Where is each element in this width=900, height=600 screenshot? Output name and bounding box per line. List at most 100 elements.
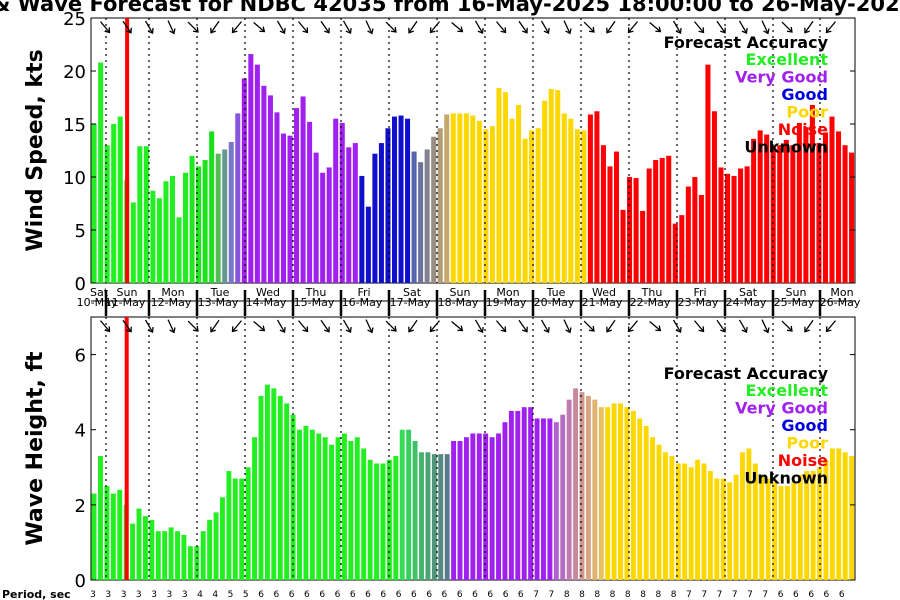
bar [548, 89, 554, 284]
period-value: 3 [121, 590, 127, 600]
bar [547, 418, 553, 580]
arrow-head [522, 27, 528, 34]
bar [796, 122, 802, 283]
bar [297, 429, 302, 580]
bar [555, 90, 561, 283]
bar [329, 444, 335, 580]
day-of-week-label: Sun [450, 286, 471, 299]
bar [509, 118, 515, 283]
bar [444, 114, 450, 284]
noise-spike [124, 317, 129, 580]
direction-arrow [298, 320, 309, 333]
bar [444, 454, 450, 580]
bar [346, 147, 352, 283]
bar [817, 467, 822, 580]
bar [117, 489, 123, 580]
arrow-head [104, 27, 111, 34]
direction-arrow [231, 21, 242, 34]
date-label: 24-May [726, 296, 767, 309]
bar [553, 422, 559, 580]
period-value: 5 [243, 590, 249, 600]
legend-item: Excellent [746, 50, 829, 69]
arrow-shaft [365, 20, 373, 34]
arrow-head [627, 326, 634, 333]
bar [399, 429, 405, 580]
bar [91, 124, 97, 283]
arrow-head [786, 325, 793, 332]
bar [226, 471, 232, 580]
period-value: 6 [503, 590, 509, 600]
period-value: 6 [335, 590, 341, 600]
direction-arrow [583, 21, 595, 33]
legend-item: Good [781, 416, 828, 435]
legend-item: Poor [786, 434, 828, 453]
direction-arrow [429, 21, 440, 34]
noise-spike [125, 18, 130, 283]
bar [804, 471, 810, 580]
arrow-head [804, 326, 810, 333]
day-of-week-label: Sat [739, 286, 758, 299]
bar [303, 425, 309, 580]
arrow-head [210, 326, 216, 333]
date-label: 14-May [246, 296, 287, 309]
bar [695, 459, 701, 580]
arrow-head [169, 28, 176, 35]
bar [136, 508, 142, 580]
period-value: 8 [640, 590, 646, 600]
bar [624, 407, 630, 580]
y-tick-label: 6 [75, 346, 86, 367]
bar [385, 128, 391, 283]
bar [711, 111, 717, 283]
period-value: 7 [747, 590, 753, 600]
legend-item: Noise [778, 451, 828, 470]
bar [574, 129, 580, 283]
bar [764, 134, 770, 283]
bar [560, 414, 566, 580]
arrow-shaft [408, 319, 418, 333]
bar [810, 471, 816, 580]
bar [659, 157, 665, 283]
bar [258, 395, 264, 580]
bar [137, 146, 143, 283]
bar [592, 399, 598, 580]
arrow-head [126, 326, 132, 333]
bar [521, 407, 527, 580]
bar [168, 527, 174, 580]
direction-arrow [825, 21, 836, 34]
bar [797, 474, 803, 580]
period-value: 6 [426, 590, 432, 600]
bar [130, 202, 136, 283]
bar [522, 138, 528, 283]
period-value: 6 [258, 590, 264, 600]
bar [386, 459, 392, 580]
direction-arrow [167, 319, 176, 334]
bar [535, 128, 541, 283]
arrow-shaft [518, 319, 528, 333]
day-of-week-label: Mon [496, 286, 519, 299]
bar [207, 519, 213, 580]
y-tick-label: 20 [63, 62, 86, 83]
bar [200, 531, 206, 580]
arrow-shaft [781, 320, 793, 332]
arrow-shaft [210, 319, 220, 333]
arrow-shaft [474, 20, 484, 34]
arrow-shaft [518, 20, 528, 34]
arrow-shaft [826, 21, 836, 33]
bar [727, 482, 733, 580]
arrow-head [804, 27, 810, 34]
bar [849, 456, 855, 580]
bar [746, 448, 752, 580]
bar [245, 467, 251, 580]
bar [637, 418, 643, 580]
bar [669, 456, 675, 580]
arrow-head [741, 28, 748, 35]
period-value: 3 [182, 590, 188, 600]
arrow-shaft [100, 21, 110, 33]
bar [431, 454, 437, 580]
arrow-head [588, 26, 595, 33]
bar [437, 128, 443, 283]
bar [176, 217, 182, 283]
bar [189, 155, 195, 283]
y-tick-label: 2 [75, 496, 86, 517]
bar [534, 418, 540, 580]
